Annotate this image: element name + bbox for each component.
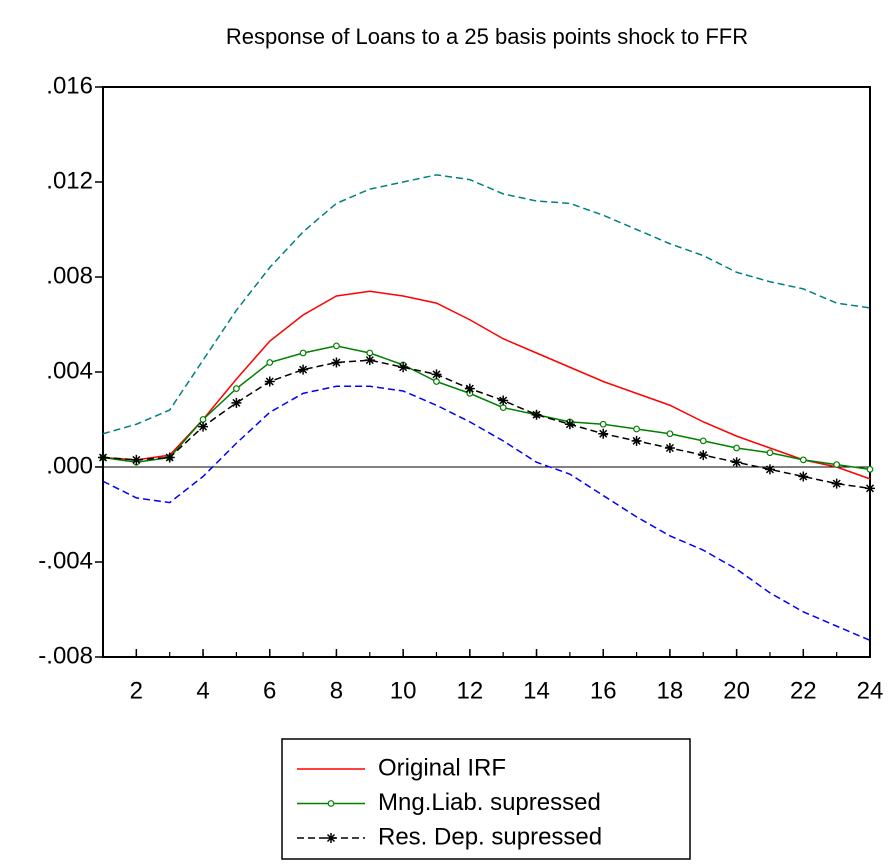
x-tick-label: 16 [590,677,617,704]
point [799,456,807,464]
point [831,478,842,489]
x-tick-label: 6 [263,677,276,704]
point [131,454,142,465]
y-tick-label: .012 [46,167,93,194]
point [266,359,274,366]
x-tick-label: 12 [456,677,483,704]
point [499,404,507,412]
legend [281,738,691,860]
point [564,419,575,430]
x-tick-label: 14 [523,677,550,704]
point [798,471,809,482]
chart-title: Response of Loans to a 25 basis points s… [226,24,748,49]
point [699,437,707,445]
point [232,385,240,393]
legend-marker [326,833,336,843]
x-tick-label: 2 [130,677,143,704]
point [298,364,309,375]
point [331,357,342,368]
series-line [102,359,871,490]
x-tick-label: 4 [196,677,209,704]
y-tick-label: .000 [46,452,93,479]
y-tick-label: .004 [46,357,93,384]
point [531,409,542,420]
y-tick-label: -.008 [38,642,93,669]
point [431,369,442,380]
point [598,428,609,439]
point [333,342,340,350]
legend-label: Original IRF [378,754,506,781]
point [164,452,175,463]
point [865,483,875,494]
series-line [102,174,871,435]
series-line [102,385,871,642]
x-tick-label: 8 [330,677,343,704]
point [464,383,475,394]
x-tick-label: 18 [657,677,684,704]
point [199,416,207,423]
y-tick-label: .016 [46,72,93,99]
plot-frame [102,86,871,658]
point [231,397,242,408]
series-line [102,345,871,471]
point [731,457,742,468]
x-tick-label: 24 [857,677,884,704]
y-tick-label: .008 [46,262,93,289]
series-line [102,290,871,480]
point [433,378,440,385]
point [366,349,374,357]
legend-marker [327,800,335,807]
x-tick-label: 22 [790,677,817,704]
legend-label: Res. Dep. supressed [378,823,602,850]
point [766,449,774,457]
point [698,450,709,461]
point [733,444,741,452]
point [764,464,775,475]
point [264,376,275,387]
point [98,452,108,463]
y-tick-label: -.004 [38,547,93,574]
point [631,435,642,446]
x-tick-label: 10 [390,677,417,704]
point [299,349,307,357]
point [498,395,509,406]
point [398,362,409,373]
point [833,461,841,469]
point [664,443,675,453]
point [364,355,375,366]
x-tick-label: 20 [723,677,750,704]
point [599,420,607,428]
point [666,430,674,438]
legend-label: Mng.Liab. supressed [378,789,601,816]
point [198,421,209,432]
point [633,425,640,433]
point [866,465,874,473]
